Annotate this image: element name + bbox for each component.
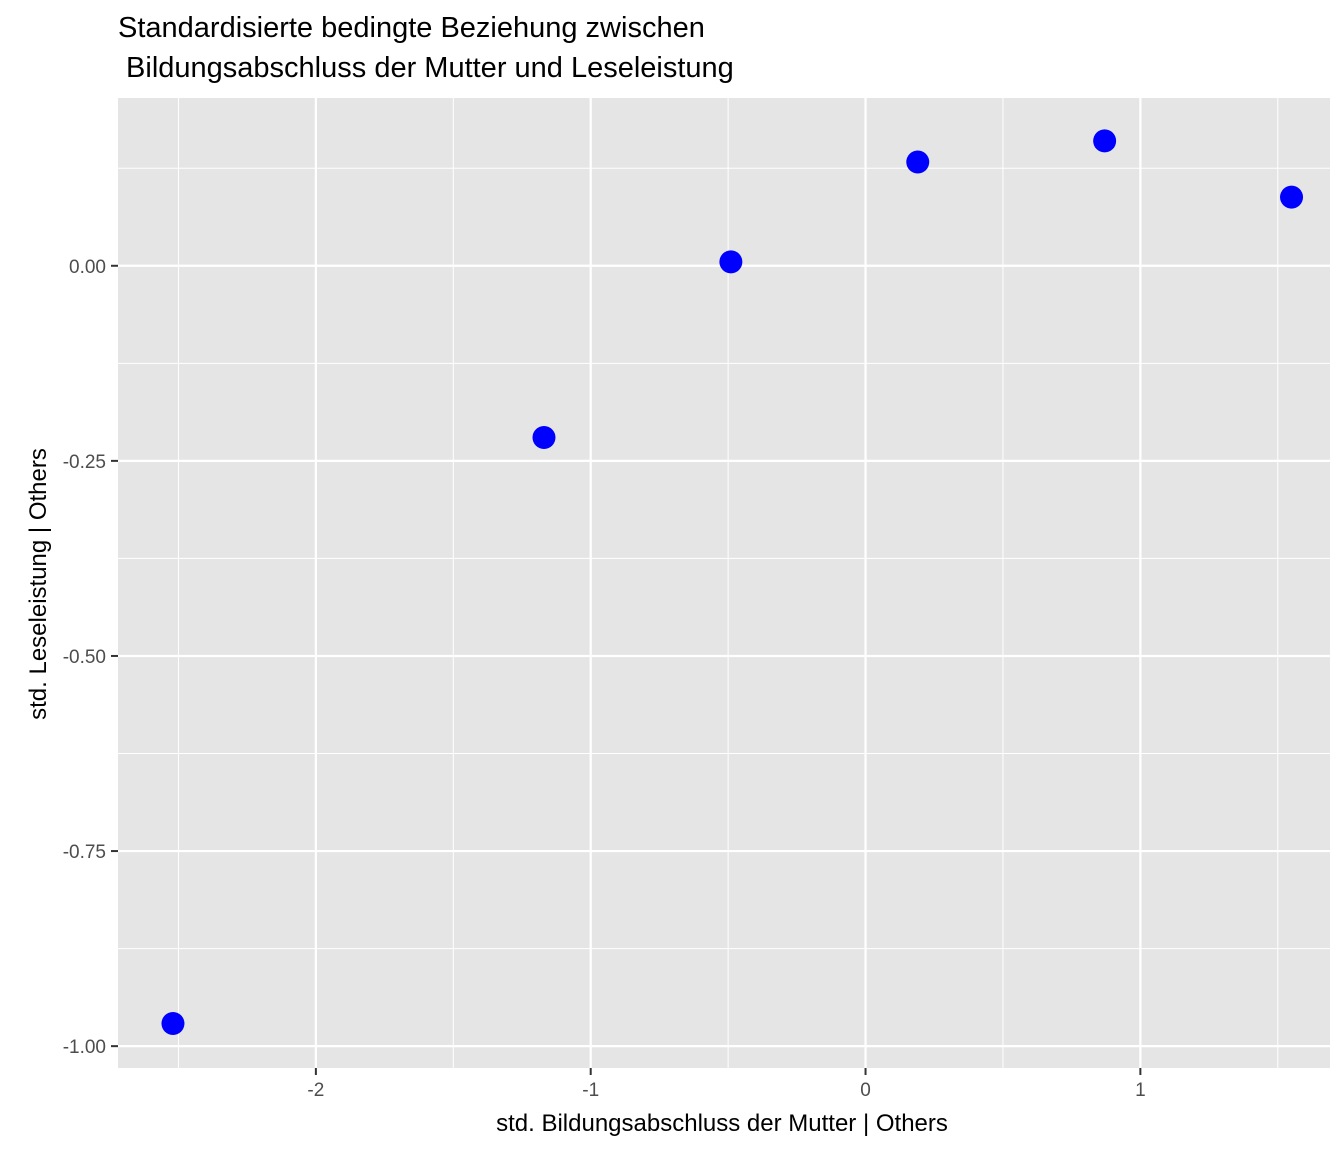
y-tick-label: -1.00 <box>63 1037 106 1058</box>
data-point <box>161 1012 185 1036</box>
plot-panel <box>118 98 1330 1068</box>
y-tick-label: -0.50 <box>63 647 106 668</box>
x-axis-label: std. Bildungsabschluss der Mutter | Othe… <box>496 1110 948 1137</box>
data-point <box>1280 185 1304 209</box>
y-tick-label: 0.00 <box>69 257 106 278</box>
x-tick-label: 0 <box>860 1080 871 1101</box>
data-points <box>161 129 1304 1036</box>
x-tick-label: -1 <box>582 1080 599 1101</box>
y-tick-label: -0.25 <box>63 452 106 473</box>
y-axis-label: std. Leseleistung | Others <box>25 448 52 720</box>
data-point <box>719 250 743 274</box>
x-axis: -2 -1 0 1 <box>307 1068 1146 1101</box>
chart-title-line-1: Standardisierte bedingte Beziehung zwisc… <box>118 12 705 44</box>
y-tick-label: -0.75 <box>63 842 106 863</box>
data-point <box>532 425 556 449</box>
data-point <box>906 150 930 174</box>
x-tick-label: -2 <box>307 1080 324 1101</box>
x-tick-label: 1 <box>1135 1080 1146 1101</box>
major-gridlines <box>118 98 1330 1068</box>
data-point <box>1093 129 1117 153</box>
y-axis: 0.00 -0.25 -0.50 -0.75 -1.00 <box>63 257 118 1058</box>
chart-title-line-2: Bildungsabschluss der Mutter und Leselei… <box>118 52 734 84</box>
